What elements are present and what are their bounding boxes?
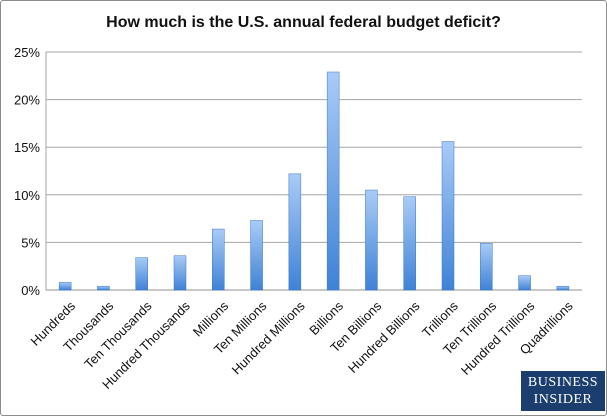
bar xyxy=(135,257,148,291)
bar xyxy=(58,282,72,291)
bar xyxy=(518,275,531,291)
bar xyxy=(212,228,225,291)
logo-line-1: BUSINESS xyxy=(527,375,599,390)
bar xyxy=(326,71,340,291)
y-tick-label: 20% xyxy=(14,93,40,108)
y-tick-label: 15% xyxy=(14,140,40,155)
y-tick-label: 10% xyxy=(14,188,40,203)
y-tick-label: 5% xyxy=(21,235,40,250)
logo-line-2: INSIDER xyxy=(533,392,593,407)
business-insider-logo: BUSINESS INSIDER xyxy=(521,371,605,411)
bar xyxy=(403,196,416,291)
bar xyxy=(97,285,110,291)
bar xyxy=(173,255,187,291)
bar xyxy=(250,220,263,291)
bar xyxy=(288,173,302,291)
y-tick-label: 25% xyxy=(14,45,40,60)
x-category-label: Ten Thousands xyxy=(81,298,155,372)
y-tick-label: 0% xyxy=(21,283,40,298)
bar xyxy=(441,141,455,291)
bar xyxy=(365,189,378,291)
bar xyxy=(556,285,570,291)
bar xyxy=(480,243,493,291)
chart-title: How much is the U.S. annual federal budg… xyxy=(106,14,501,31)
x-category-label: Hundred Billions xyxy=(345,298,423,376)
